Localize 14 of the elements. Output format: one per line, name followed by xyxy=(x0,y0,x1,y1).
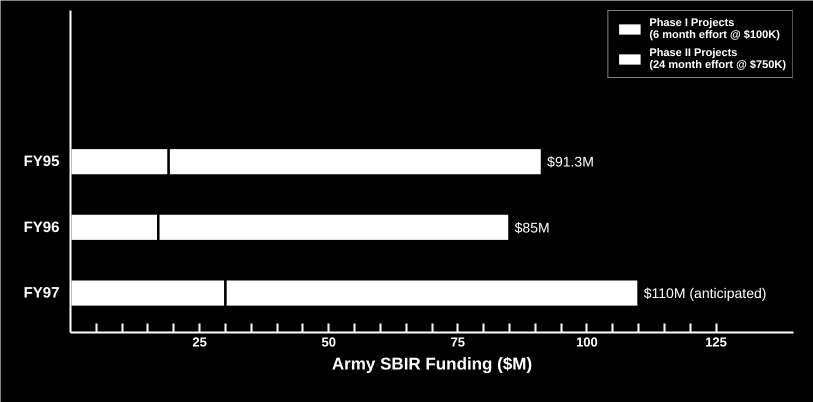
y-tick-label: FY96 xyxy=(24,218,60,236)
total-label: $85M xyxy=(514,219,550,236)
legend-label: Phase II Projects (24 month effort @ $750K) xyxy=(649,47,786,71)
y-tick-label: FY97 xyxy=(24,284,60,302)
y-tick-label: FY95 xyxy=(24,153,60,170)
x-axis-title: Army SBIR Funding ($M) xyxy=(332,354,532,374)
x-tick-label: 125 xyxy=(705,334,727,350)
x-tick-label: 50 xyxy=(321,334,336,350)
legend-label: Phase I Projects (6 month effort @ $100K) xyxy=(649,17,780,41)
total-label: $91.3M xyxy=(547,154,594,170)
total-label: $110M (anticipated) xyxy=(644,285,766,302)
x-tick-label: 100 xyxy=(576,334,598,350)
x-tick-label: 25 xyxy=(192,334,207,350)
x-tick-label: 75 xyxy=(450,334,466,350)
